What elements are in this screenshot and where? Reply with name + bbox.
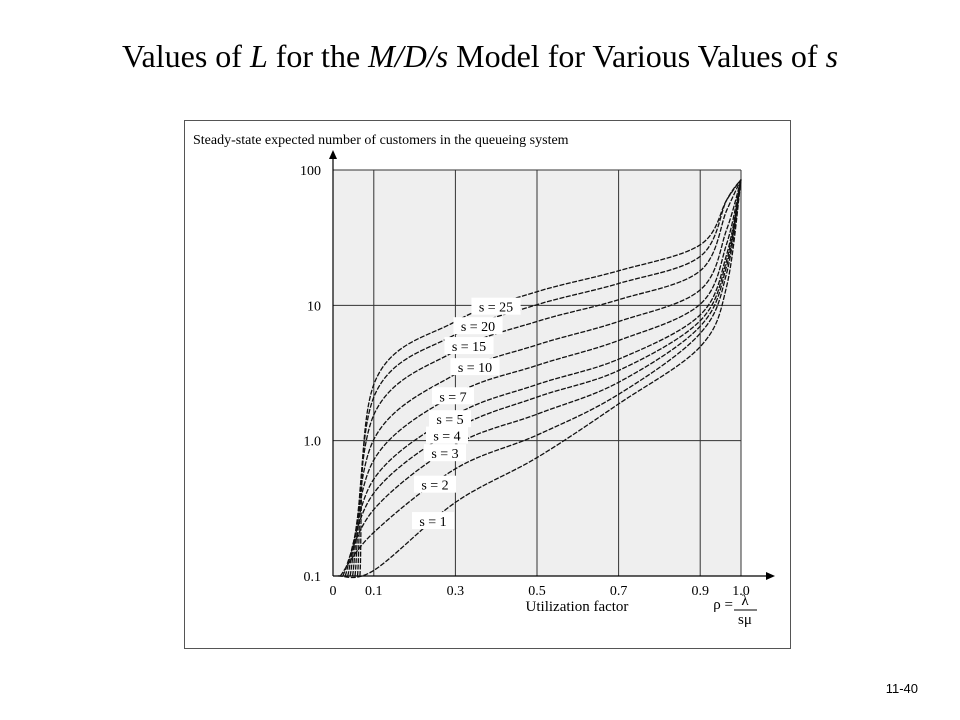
chart: Steady-state expected number of customer… [193,133,775,628]
series-line [339,179,742,577]
y-tick-label: 1.0 [304,435,322,450]
series-line [359,179,742,577]
svg-text:s = 2: s = 2 [421,479,448,494]
series-label: s = 15 [444,337,494,355]
x-tick-label: 0.9 [691,584,709,599]
chart-title: Steady-state expected number of customer… [193,133,569,148]
series-label: s = 20 [453,317,503,335]
x-tick-label: 0.7 [610,584,628,599]
rho-lhs: ρ = [713,597,733,613]
chart-frame: Steady-state expected number of customer… [184,120,791,649]
page-number: 11-40 [885,681,918,696]
svg-text:s = 5: s = 5 [436,413,463,428]
title-part: Model for Various Values of [448,38,826,74]
rho-denominator: sμ [738,612,752,628]
svg-text:s = 7: s = 7 [439,390,466,405]
x-tick-label: 0.5 [528,584,546,599]
slide-title: Values of L for the M/D/s Model for Vari… [0,38,960,75]
y-tick-label: 0.1 [304,570,322,585]
title-part-italic: s [825,38,839,74]
x-tick-label: 0.1 [365,584,383,599]
svg-text:s = 1: s = 1 [419,515,446,530]
series-label: s = 5 [429,410,471,428]
series-line [349,179,742,577]
series-line [347,179,742,577]
y-tick-label: 100 [300,164,321,179]
title-part: Values of [121,38,250,74]
x-axis-arrow [766,572,775,580]
series-label: s = 4 [426,426,468,445]
rho-formula: ρ = λ sμ [713,593,757,628]
series-label: s = 3 [424,444,466,462]
svg-text:s = 25: s = 25 [479,301,513,316]
x-axis-label: Utilization factor [526,599,629,615]
series-label: s = 10 [450,358,500,376]
svg-text:s = 3: s = 3 [431,447,458,462]
x-tick-label: 0 [330,584,337,599]
svg-text:s = 20: s = 20 [461,320,495,335]
y-axis-arrow [329,150,337,159]
title-part-italic: L [249,38,268,74]
series-line [356,179,742,577]
series-label: s = 7 [432,387,474,405]
svg-text:s = 4: s = 4 [433,430,460,445]
svg-text:s = 15: s = 15 [452,340,486,355]
series-line [354,179,742,577]
series-label: s = 2 [414,475,456,494]
svg-text:s = 10: s = 10 [458,361,492,376]
title-part: for the [267,38,369,74]
series-line [342,179,742,577]
title-part-italic: M/D/s [368,38,449,74]
rho-numerator: λ [741,593,749,609]
series-label: s = 1 [412,512,454,530]
series-line [351,179,742,577]
series-label: s = 25 [471,297,521,316]
series-line [337,179,742,579]
x-tick-label: 0.3 [447,584,465,599]
x-tick-label: 1.0 [732,584,750,599]
y-tick-label: 10 [307,299,321,314]
series-line [344,179,742,577]
